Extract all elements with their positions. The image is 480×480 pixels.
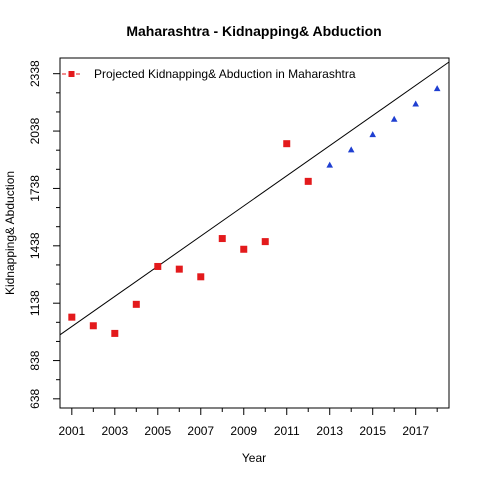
data-point-actual-2002	[89, 322, 97, 330]
chart-title: Maharashtra - Kidnapping& Abduction	[126, 23, 381, 39]
y-axis-label: Kidnapping& Abduction	[3, 171, 17, 295]
data-point-actual-2008	[218, 235, 226, 243]
data-points	[68, 85, 441, 337]
x-tick-label-2009: 2009	[230, 424, 257, 438]
data-point-actual-2001	[68, 313, 76, 321]
data-point-projected-2015	[369, 131, 377, 138]
y-tick-label-2038: 2038	[28, 117, 42, 144]
data-point-actual-2006	[175, 265, 183, 273]
x-axis-label: Year	[242, 451, 266, 465]
legend: Projected Kidnapping& Abduction in Mahar…	[62, 67, 356, 81]
trend-line-group	[59, 61, 450, 336]
y-tick-label-1138: 1138	[28, 290, 42, 316]
x-tick-label-2013: 2013	[316, 424, 343, 438]
data-point-projected-2017	[412, 100, 419, 107]
legend-label: Projected Kidnapping& Abduction in Mahar…	[94, 67, 356, 81]
plot-frame	[59, 57, 450, 409]
data-point-actual-2010	[261, 238, 269, 246]
x-tick-label-2005: 2005	[144, 424, 171, 438]
data-point-actual-2007	[197, 273, 205, 281]
x-tick-label-2007: 2007	[187, 424, 214, 438]
y-tick-label-1438: 1438	[28, 232, 42, 259]
y-tick-label-1738: 1738	[28, 175, 42, 202]
x-tick-label-2001: 2001	[58, 424, 85, 438]
data-point-actual-2012	[304, 177, 312, 185]
x-tick-label-2003: 2003	[101, 424, 128, 438]
data-point-projected-2016	[390, 115, 398, 122]
data-point-actual-2004	[132, 300, 140, 308]
x-tick-label-2015: 2015	[359, 424, 386, 438]
data-point-actual-2009	[240, 245, 248, 253]
legend-marker	[68, 71, 75, 77]
data-point-projected-2014	[347, 146, 355, 153]
x-tick-label-2017: 2017	[402, 424, 429, 438]
data-point-actual-2011	[283, 140, 291, 148]
trend-line	[59, 61, 450, 336]
data-point-projected-2013	[326, 161, 334, 168]
x-axis: 2001 2003 2005 2007 2009 2011 2013 2015 2017	[58, 408, 438, 438]
data-point-actual-2003	[111, 329, 119, 337]
y-tick-label-2338: 2338	[28, 60, 42, 87]
y-tick-label-638: 638	[28, 388, 42, 408]
y-axis: 638 838 1138 1438 1738 2038 2338	[28, 60, 60, 409]
x-tick-label-2011: 2011	[274, 424, 300, 438]
data-point-actual-2005	[154, 262, 162, 270]
data-point-projected-2018	[433, 85, 441, 92]
y-tick-label-838: 838	[28, 350, 42, 370]
